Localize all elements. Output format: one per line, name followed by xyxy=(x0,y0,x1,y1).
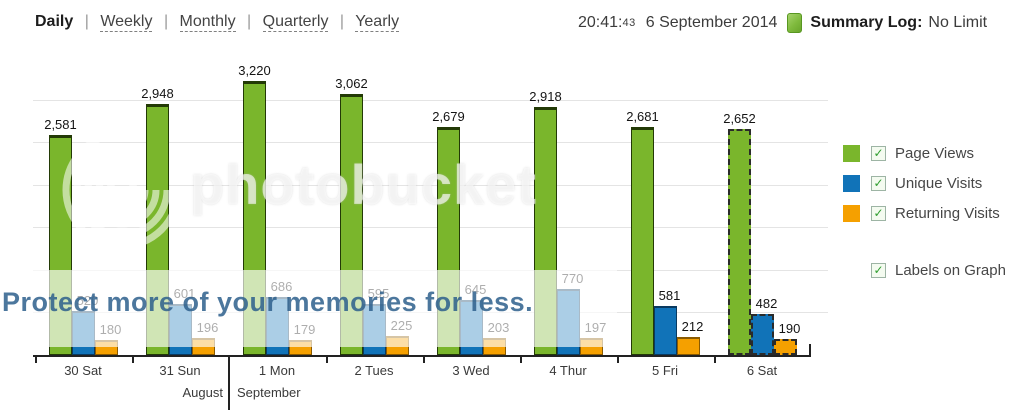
bar-value-label: 3,220 xyxy=(238,63,271,78)
legend-row-unique-visits: ✓ Unique Visits xyxy=(843,168,1000,198)
x-axis-line xyxy=(33,355,811,357)
x-axis-label: 2 Tues xyxy=(354,363,394,378)
x-axis-tick xyxy=(714,357,716,363)
summary-log-value: No Limit xyxy=(928,14,988,31)
bar-returning-visits xyxy=(677,337,700,355)
gridline xyxy=(33,100,828,101)
bar-value-label: 3,062 xyxy=(335,76,368,91)
unique-visits-swatch xyxy=(843,174,860,192)
returning-visits-checkbox[interactable]: ✓ xyxy=(871,205,886,221)
bar-returning-visits xyxy=(774,339,797,355)
bar-value-label: 2,948 xyxy=(141,86,174,101)
nav-separator: | xyxy=(84,13,89,30)
gridline xyxy=(33,227,828,228)
watermark-band: Protect more of your memories for less. xyxy=(0,270,617,347)
bar-value-label: 2,581 xyxy=(44,117,77,132)
x-axis-tick xyxy=(617,357,619,363)
bar-unique-visits xyxy=(654,306,677,355)
nav-yearly[interactable]: Yearly xyxy=(355,13,400,32)
legend-row-returning-visits: ✓ Returning Visits xyxy=(843,198,1000,228)
nav-daily[interactable]: Daily xyxy=(35,13,74,30)
photobucket-logo-watermark xyxy=(62,130,182,250)
x-axis-tick xyxy=(520,357,522,363)
bar-page-views xyxy=(631,127,654,355)
header-info: 20:41: 43 6 September 2014 Summary Log: N… xyxy=(578,13,987,33)
bar-value-label: 190 xyxy=(778,321,801,336)
x-axis-label: 30 Sat xyxy=(64,363,102,378)
nav-monthly[interactable]: Monthly xyxy=(179,13,236,32)
returning-visits-swatch xyxy=(843,204,860,222)
bar-value-label: 212 xyxy=(681,319,704,334)
x-axis-label: 4 Thur xyxy=(549,363,587,378)
x-axis-tick xyxy=(35,357,37,363)
bar-value-label: 482 xyxy=(755,296,778,311)
unique-visits-checkbox[interactable]: ✓ xyxy=(871,175,886,191)
nav-separator: | xyxy=(247,13,252,30)
x-axis-tick xyxy=(132,357,134,363)
bar-unique-visits xyxy=(751,314,774,355)
clock-seconds: 43 xyxy=(622,17,636,29)
axis-end-tick xyxy=(809,344,811,355)
nav-quarterly[interactable]: Quarterly xyxy=(262,13,329,32)
legend-row-page-views: ✓ Page Views xyxy=(843,138,1000,168)
x-axis-label: 5 Fri xyxy=(652,363,678,378)
x-axis-tick xyxy=(326,357,328,363)
page-views-label: Page Views xyxy=(895,144,974,162)
bar-value-label: 2,652 xyxy=(723,111,756,126)
summary-log-icon xyxy=(787,13,803,33)
page-views-checkbox[interactable]: ✓ xyxy=(871,145,886,161)
nav-weekly[interactable]: Weekly xyxy=(100,13,153,32)
bar-page-views xyxy=(728,129,751,355)
labels-on-graph-row: ✓ Labels on Graph xyxy=(871,255,1006,285)
bar-value-label: 2,918 xyxy=(529,89,562,104)
nav-separator: | xyxy=(339,13,345,30)
x-axis-tick xyxy=(423,357,425,363)
month-divider-line xyxy=(228,357,230,410)
clock-time: 20:41: xyxy=(578,14,623,31)
labels-on-graph-label: Labels on Graph xyxy=(895,261,1006,279)
gridline xyxy=(33,142,828,143)
x-axis-label: 6 Sat xyxy=(746,363,778,378)
labels-on-graph-checkbox[interactable]: ✓ xyxy=(871,262,886,278)
bar-value-label: 581 xyxy=(658,288,681,303)
bar-value-label: 2,679 xyxy=(432,109,465,124)
returning-visits-label: Returning Visits xyxy=(895,204,1000,222)
watermark-tagline: Protect more of your memories for less. xyxy=(2,287,534,317)
x-axis-label: 1 Mon xyxy=(258,363,296,378)
summary-log-label: Summary Log: xyxy=(810,14,923,31)
month-label: August xyxy=(182,385,223,400)
gridline xyxy=(33,185,828,186)
current-date: 6 September 2014 xyxy=(645,14,778,31)
page-views-swatch xyxy=(843,144,860,162)
bar-value-label: 2,681 xyxy=(626,109,659,124)
nav-separator: | xyxy=(163,13,169,30)
month-label: September xyxy=(237,385,301,400)
photobucket-text-watermark: photobucket xyxy=(190,153,537,216)
x-axis-label: 31 Sun xyxy=(159,363,201,378)
chart-legend: ✓ Page Views ✓ Unique Visits ✓ Returning… xyxy=(843,138,1000,228)
unique-visits-label: Unique Visits xyxy=(895,174,983,192)
period-nav: Daily | Weekly | Monthly | Quarterly | Y… xyxy=(35,13,400,32)
x-axis-label: 3 Wed xyxy=(452,363,490,378)
